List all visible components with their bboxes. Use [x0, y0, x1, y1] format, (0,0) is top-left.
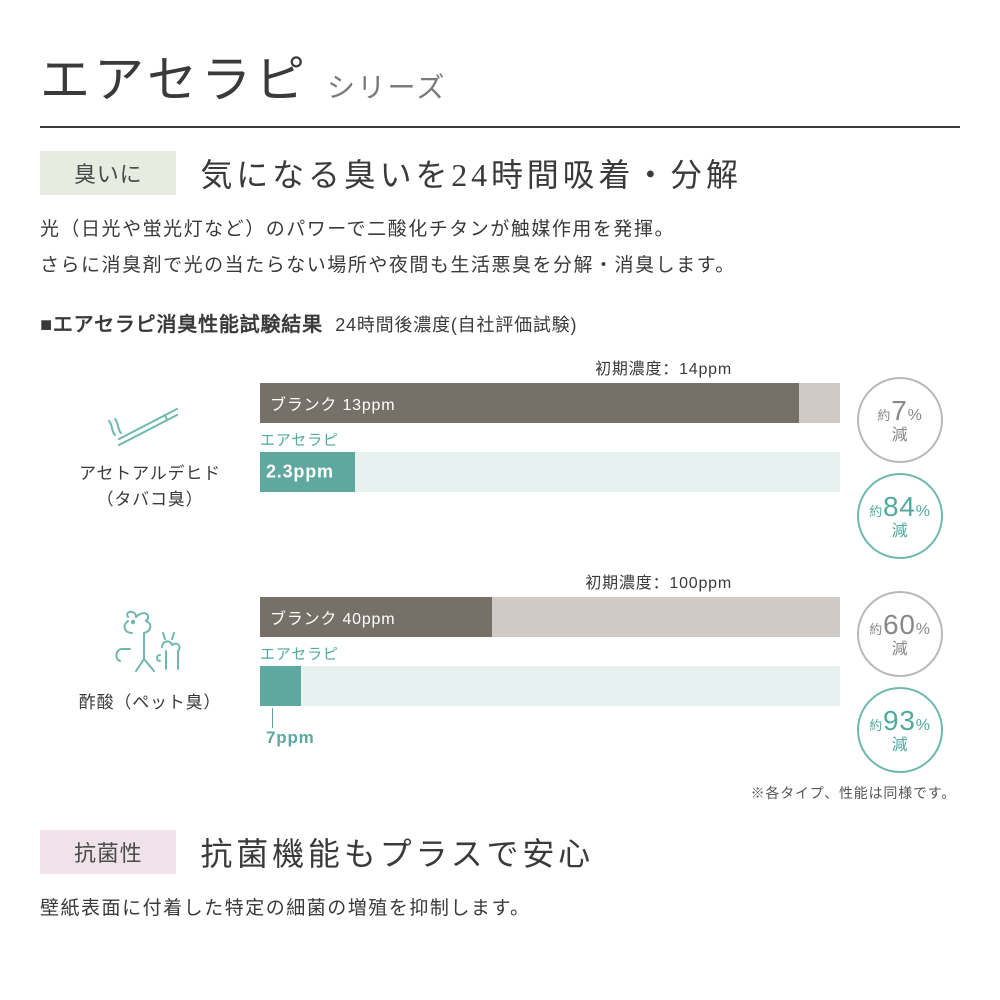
product-callout-2 [260, 708, 840, 728]
chart-mid-1: 初期濃度：14ppm ブランク 13ppm エアセラピ 2.3ppm [260, 355, 840, 492]
chart-right-1: 約7% 減 約84% 減 [840, 355, 960, 559]
feature1-tag: 臭いに [40, 151, 176, 195]
feature1-body-line1: 光（日光や蛍光灯など）のパワーで二酸化チタンが触媒作用を発揮。 [40, 219, 675, 240]
chart-left-2: 酢酸（ペット臭） [40, 569, 260, 716]
chart-right-2: 約60% 減 約93% 減 [840, 569, 960, 773]
test-footnote: ※各タイプ、性能は同様です。 [40, 783, 960, 803]
title-sub: シリーズ [327, 66, 447, 106]
blank-reduction-circle-2: 約60% 減 [857, 591, 943, 677]
blank-bar-1: ブランク 13ppm [260, 383, 840, 423]
test-header: ■エアセラピ消臭性能試験結果 24時間後濃度(自社評価試験) [40, 308, 960, 337]
cigarette-icon [105, 385, 195, 455]
product-reduction-circle-2: 約93% 減 [857, 687, 943, 773]
test-title: ■エアセラピ消臭性能試験結果 [40, 314, 323, 336]
chart-label-2: 酢酸（ペット臭） [79, 690, 221, 716]
blank-reduction-circle-1: 約7% 減 [857, 377, 943, 463]
feature1-head: 臭いに 気になる臭いを24時間吸着・分解 [40, 150, 960, 196]
product-name-1: エアセラピ [260, 429, 840, 450]
chart-label-1: アセトアルデヒド （タバコ臭） [79, 461, 221, 512]
chart-row-acetic: 酢酸（ペット臭） 初期濃度：100ppm ブランク 40ppm エアセラピ 7p… [40, 569, 960, 773]
product-bar-2: 7ppm [260, 666, 840, 706]
pet-icon [100, 599, 200, 684]
feature2-body: 壁紙表面に付着した特定の細菌の増殖を抑制します。 [40, 891, 960, 927]
init-label-1: 初期濃度：14ppm [260, 355, 840, 379]
chart-left-1: アセトアルデヒド （タバコ臭） [40, 355, 260, 512]
product-reduction-circle-1: 約84% 減 [857, 473, 943, 559]
blank-bar-label-2: ブランク 40ppm [270, 605, 395, 629]
feature1-headline: 気になる臭いを24時間吸着・分解 [200, 150, 741, 196]
page-title-row: エアセラピ シリーズ [40, 40, 960, 128]
feature2-tag: 抗菌性 [40, 830, 176, 874]
product-bar-1: 2.3ppm [260, 452, 840, 492]
product-bar-value-1: 2.3ppm [266, 462, 334, 483]
blank-bar-2: ブランク 40ppm [260, 597, 840, 637]
feature2-head: 抗菌性 抗菌機能もプラスで安心 [40, 829, 960, 875]
feature2-headline: 抗菌機能もプラスで安心 [200, 829, 594, 875]
title-main: エアセラピ [40, 40, 309, 112]
test-subtitle: 24時間後濃度(自社評価試験) [335, 315, 577, 335]
init-label-2: 初期濃度：100ppm [260, 569, 840, 593]
feature1-body: 光（日光や蛍光灯など）のパワーで二酸化チタンが触媒作用を発揮。 さらに消臭剤で光… [40, 212, 960, 284]
feature1-body-line2: さらに消臭剤で光の当たらない場所や夜間も生活悪臭を分解・消臭します。 [40, 255, 736, 276]
chart-row-acetaldehyde: アセトアルデヒド （タバコ臭） 初期濃度：14ppm ブランク 13ppm エア… [40, 355, 960, 559]
blank-bar-label-1: ブランク 13ppm [270, 391, 395, 415]
chart-mid-2: 初期濃度：100ppm ブランク 40ppm エアセラピ 7ppm 7ppm [260, 569, 840, 748]
product-name-2: エアセラピ [260, 643, 840, 664]
